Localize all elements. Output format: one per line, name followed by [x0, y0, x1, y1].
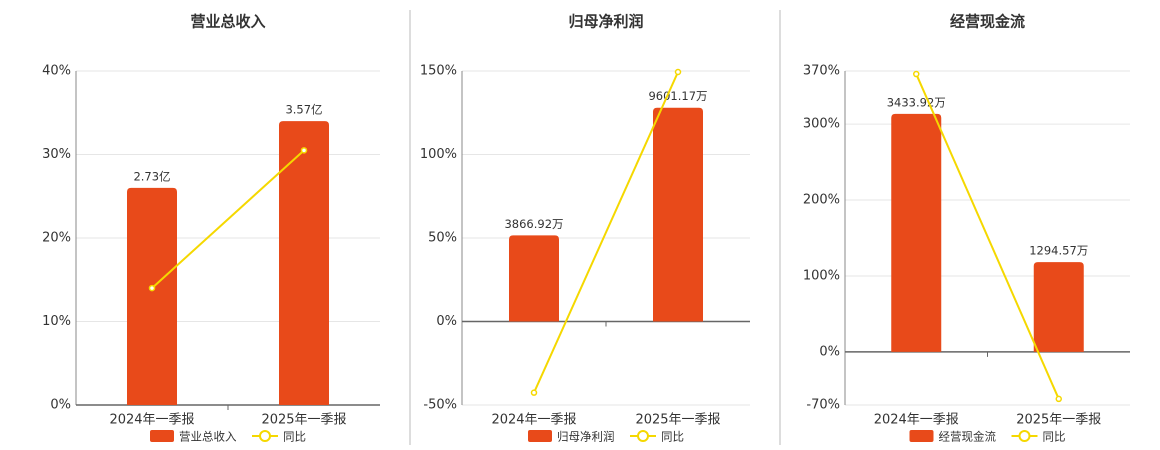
y-tick-label: 0%	[50, 398, 71, 413]
y-tick-label: 10%	[42, 314, 71, 329]
legend-marker	[637, 430, 649, 442]
x-tick-label: 2025年一季报	[1016, 413, 1101, 428]
data-label: 2.73亿	[133, 169, 170, 183]
line-point	[913, 70, 920, 78]
data-label: 3866.92万	[504, 217, 563, 231]
chart-title: 归母净利润	[568, 13, 643, 31]
legend-label: 营业总收入	[179, 430, 237, 444]
chart-title: 经营现金流	[950, 13, 1025, 31]
x-tick-label: 2024年一季报	[109, 413, 194, 428]
y-tick-label: 200%	[803, 193, 840, 208]
x-tick-label: 2024年一季报	[874, 413, 959, 428]
legend-marker	[259, 430, 271, 442]
y-tick-label: -50%	[423, 398, 457, 413]
x-tick-label: 2025年一季报	[261, 413, 346, 428]
bar	[279, 121, 329, 405]
line-point	[300, 147, 308, 154]
bar	[891, 113, 942, 352]
line-point	[148, 284, 156, 292]
y-tick-label: -70%	[806, 398, 840, 413]
bar	[653, 107, 703, 322]
line	[533, 71, 679, 394]
legend-label: 同比	[661, 430, 684, 444]
bar	[127, 187, 177, 405]
data-label: 3.57亿	[285, 103, 322, 117]
line	[915, 73, 1060, 400]
line	[151, 149, 305, 289]
legend-swatch	[909, 430, 934, 442]
legend-label: 同比	[1043, 430, 1066, 444]
y-tick-label: 20%	[42, 231, 71, 246]
y-tick-label: 0%	[436, 314, 457, 329]
data-label: 9601.17万	[648, 89, 707, 103]
chart-title: 营业总收入	[190, 13, 265, 31]
data-label: 3433.92万	[887, 95, 946, 109]
line-point	[1055, 395, 1062, 403]
line-point	[674, 68, 682, 76]
legend-label: 经营现金流	[939, 430, 997, 444]
data-label: 1294.57万	[1029, 244, 1088, 258]
y-tick-label: 370%	[803, 64, 840, 79]
y-tick-label: 150%	[420, 64, 457, 79]
y-tick-label: 30%	[42, 147, 71, 162]
y-tick-label: 100%	[803, 268, 840, 283]
y-tick-label: 300%	[803, 117, 840, 132]
legend-swatch	[150, 430, 174, 442]
y-tick-label: 50%	[428, 231, 457, 246]
y-tick-label: 0%	[819, 344, 840, 359]
legend-marker	[1018, 430, 1031, 442]
legend-swatch	[528, 430, 552, 442]
legend-label: 归母净利润	[557, 430, 615, 444]
y-tick-label: 100%	[420, 147, 457, 162]
legend-label: 同比	[283, 430, 306, 444]
x-tick-label: 2025年一季报	[635, 413, 720, 428]
line-point	[530, 389, 538, 396]
x-tick-label: 2024年一季报	[491, 413, 576, 428]
y-tick-label: 40%	[42, 64, 71, 79]
bar	[509, 235, 559, 322]
bar	[1033, 262, 1084, 352]
